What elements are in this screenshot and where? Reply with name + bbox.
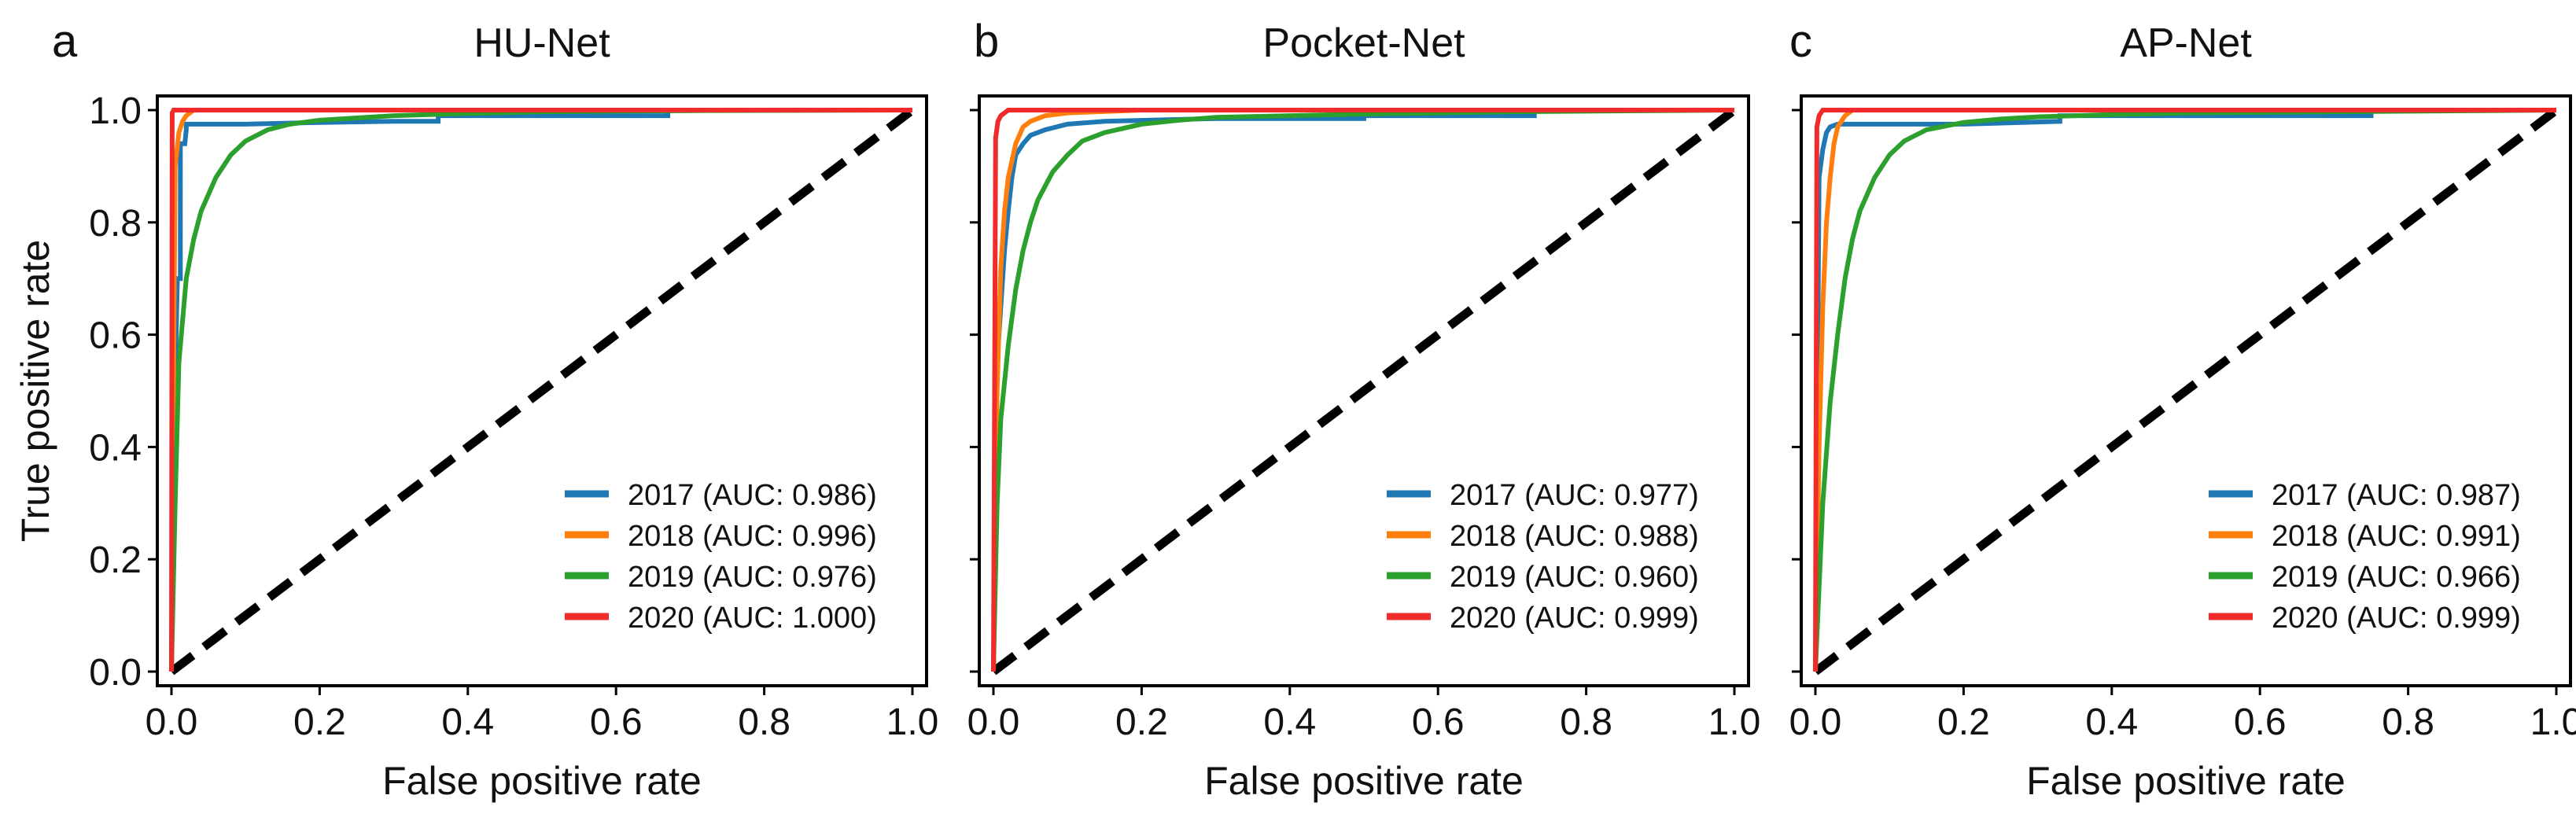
x-axis-label: False positive rate [382, 759, 702, 803]
axes-frame-c [1800, 94, 2572, 687]
x-tick-label: 0.4 [2085, 701, 2138, 743]
legend-c: 2017 (AUC: 0.987) 2018 (AUC: 0.991) 2019 (… [2209, 479, 2521, 635]
x-tick-label: 1.0 [2530, 701, 2576, 743]
x-tick-label: 0.2 [1937, 701, 1990, 743]
plot-area-a [168, 106, 916, 676]
x-tick-label: 1.0 [886, 701, 939, 743]
y-tick-label: 0.2 [89, 539, 142, 581]
legend-label-2017: 2017 (AUC: 0.987) [2272, 479, 2521, 512]
roc-curve-2020 [1813, 108, 2556, 672]
x-tick-label: 0.8 [738, 701, 790, 743]
axes-frame-a [156, 94, 928, 687]
x-tick-label: 0.0 [967, 701, 1020, 743]
x-tick-label: 0.2 [1115, 701, 1168, 743]
x-tick-label: 0.4 [1263, 701, 1316, 743]
legend-label-2020: 2020 (AUC: 0.999) [1450, 602, 1699, 635]
panel-title-b: Pocket-Net [1262, 20, 1465, 66]
legend-label-2017: 2017 (AUC: 0.986) [628, 479, 877, 512]
legend-label-2020: 2020 (AUC: 0.999) [2272, 602, 2521, 635]
legend-label-2019: 2019 (AUC: 0.966) [2272, 561, 2521, 594]
y-tick-label: 0.0 [89, 652, 142, 694]
y-tick-label: 0.6 [89, 315, 142, 357]
y-tick-label: 1.0 [89, 90, 142, 132]
roc-curve-2019 [169, 108, 913, 672]
x-tick-label: 1.0 [1708, 701, 1761, 743]
x-tick-label: 0.2 [293, 701, 346, 743]
panel-title-c: AP-Net [2120, 20, 2252, 66]
panel-b: b Pocket-Net 0.0 0.2 0.4 0.6 0.8 1.0 False posit… [967, 16, 1761, 803]
x-tick-label: 0.0 [146, 701, 198, 743]
roc-curve-2018 [1813, 108, 2556, 672]
roc-curve-2020 [991, 108, 1734, 672]
panel-letter-c: c [1789, 16, 1812, 67]
y-tick-label: 0.8 [89, 203, 142, 245]
chance-diagonal-line [168, 106, 916, 676]
x-tick-label: 0.0 [1789, 701, 1842, 743]
legend-label-2018: 2018 (AUC: 0.988) [1450, 520, 1699, 553]
panel-a: a HU-Net 0.00.0 0.2 0.2 0.4 0.4 0.6 0.6 0.8 0.8 1.0… [13, 16, 938, 803]
chance-diagonal-line [1812, 106, 2559, 676]
x-tick-label: 0.8 [2382, 701, 2434, 743]
chance-diagonal-line [990, 106, 1738, 676]
legend-label-2017: 2017 (AUC: 0.977) [1450, 479, 1699, 512]
roc-curve-2019 [1813, 108, 2557, 672]
legend-label-2018: 2018 (AUC: 0.991) [2272, 520, 2521, 553]
roc-curve-2017 [1813, 108, 2556, 672]
plot-area-b [990, 106, 1738, 676]
panel-title-a: HU-Net [474, 20, 610, 66]
legend-label-2019: 2019 (AUC: 0.976) [628, 561, 877, 594]
roc-curve-2019 [991, 108, 1735, 672]
x-tick-label: 0.8 [1560, 701, 1612, 743]
x-tick-label: 0.6 [2234, 701, 2287, 743]
plot-area-c [1812, 106, 2559, 676]
y-tick-label: 0.4 [89, 427, 142, 469]
legend-a: 2017 (AUC: 0.986) 2018 (AUC: 0.996) 2019 (… [565, 479, 877, 635]
legend-label-2018: 2018 (AUC: 0.996) [628, 520, 877, 553]
y-axis-label: True positive rate [13, 240, 57, 542]
roc-curve-2017 [169, 108, 912, 672]
legend-label-2020: 2020 (AUC: 1.000) [628, 602, 877, 635]
x-axis-label: False positive rate [1204, 759, 1524, 803]
x-tick-label: 0.6 [590, 701, 643, 743]
panel-c: c AP-Net 0.0 0.2 0.4 0.6 0.8 1.0 False positive … [1789, 16, 2576, 803]
x-axis-label: False positive rate [2026, 759, 2346, 803]
x-tick-label: 0.6 [1412, 701, 1465, 743]
roc-curve-2020 [169, 108, 912, 672]
x-tick-label: 0.4 [441, 701, 494, 743]
legend-b: 2017 (AUC: 0.977) 2018 (AUC: 0.988) 2019 (… [1387, 479, 1699, 635]
panel-letter-a: a [52, 16, 78, 67]
panel-letter-b: b [974, 16, 999, 67]
axes-frame-b [978, 94, 1750, 687]
legend-label-2019: 2019 (AUC: 0.960) [1450, 561, 1699, 594]
